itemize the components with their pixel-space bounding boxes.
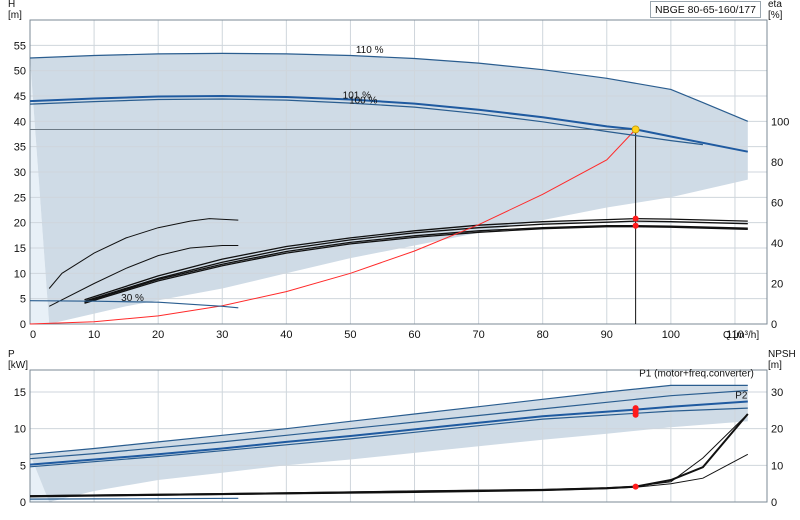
power-light-region <box>30 454 50 502</box>
power-annotation: P2 <box>735 391 748 402</box>
power-curve <box>29 400 748 466</box>
head-ylabel: H <box>8 0 15 10</box>
head-curve <box>29 300 239 309</box>
head-plot-frame <box>29 19 768 325</box>
xtick-label: 90 <box>601 329 613 341</box>
head-ytick-label: 50 <box>14 66 26 78</box>
chart-title: NBGE 80-65-160/177 <box>650 1 761 18</box>
head-y2tick-label: 0 <box>771 319 777 331</box>
head-ytick-label: 10 <box>14 268 26 280</box>
head-ytick-label: 20 <box>14 218 26 230</box>
power-operating-marker <box>632 483 639 490</box>
system-curve <box>29 129 636 325</box>
xtick-label: 0 <box>30 329 36 341</box>
head-ylabel-unit: [m] <box>8 10 22 21</box>
power-y2tick-label: 10 <box>771 460 783 472</box>
efficiency-curve <box>48 245 239 307</box>
head-ytick-label: 45 <box>14 91 26 103</box>
head-y2tick-label: 20 <box>771 278 783 290</box>
head-light-region <box>30 58 50 324</box>
power-annotation: P1 (motor+freq.converter) <box>639 369 754 380</box>
head-ytick-label: 15 <box>14 243 26 255</box>
power-operating-marker <box>632 411 639 418</box>
power-y2tick-label: 30 <box>771 387 783 399</box>
xtick-label: 80 <box>537 329 549 341</box>
curve-annotation: 30 % <box>121 293 144 304</box>
operating-point-marker <box>632 222 639 229</box>
head-curve <box>29 52 749 122</box>
xtick-label: 20 <box>152 329 164 341</box>
head-ytick-label: 35 <box>14 142 26 154</box>
power-y2tick-label: 20 <box>771 424 783 436</box>
curve-annotation: 110 % <box>356 45 384 56</box>
power-ytick-label: 0 <box>20 497 26 509</box>
head-ytick-label: 40 <box>14 116 26 128</box>
power-plot-frame <box>29 369 768 503</box>
xtick-label: 70 <box>472 329 484 341</box>
power-y2label-unit: [m] <box>768 360 782 371</box>
operating-point-marker <box>632 215 639 222</box>
head-y2label: eta <box>768 0 782 10</box>
efficiency-curve <box>84 220 748 302</box>
curve-annotation: 100 % <box>349 96 377 107</box>
head-y2tick-label: 100 <box>771 116 789 128</box>
head-ytick-label: 55 <box>14 40 26 52</box>
head-y2tick-label: 60 <box>771 197 783 209</box>
xtick-label: 40 <box>280 329 292 341</box>
head-ytick-label: 0 <box>20 319 26 331</box>
head-y2tick-label: 40 <box>771 238 783 250</box>
xtick-label: 100 <box>662 329 680 341</box>
power-ylabel-unit: [kW] <box>8 360 28 371</box>
efficiency-curve <box>84 217 748 301</box>
head-operating-region <box>30 53 748 325</box>
xtick-label: 60 <box>408 329 420 341</box>
curve-annotation: 101 % <box>343 91 371 102</box>
head-ytick-label: 30 <box>14 167 26 179</box>
xtick-label: 50 <box>344 329 356 341</box>
xtick-label: 10 <box>88 329 100 341</box>
xtick-label: 110 <box>726 329 744 341</box>
head-ytick-label: 5 <box>20 294 26 306</box>
power-ylabel: P <box>8 349 15 360</box>
power-ytick-label: 5 <box>20 460 26 472</box>
npsh-curve <box>29 453 749 498</box>
xlabel: Q [m³/h] <box>723 330 759 341</box>
xtick-label: 30 <box>216 329 228 341</box>
power-curve <box>29 407 748 468</box>
duty-point-marker <box>631 125 640 134</box>
power-curve <box>29 497 239 500</box>
npsh-curve <box>29 413 749 497</box>
head-y2tick-label: 80 <box>771 157 783 169</box>
power-ytick-label: 15 <box>14 387 26 399</box>
power-y2label: NPSH <box>768 349 796 360</box>
efficiency-curve <box>84 226 748 304</box>
power-y2tick-label: 0 <box>771 497 777 509</box>
power-curve <box>29 384 748 455</box>
power-curve <box>29 389 748 460</box>
efficiency-curve <box>48 218 239 289</box>
efficiency-curve <box>84 225 748 303</box>
head-curve <box>29 98 703 146</box>
head-y2label-unit: [%] <box>768 10 783 21</box>
head-ytick-label: 25 <box>14 192 26 204</box>
power-ytick-label: 10 <box>14 424 26 436</box>
